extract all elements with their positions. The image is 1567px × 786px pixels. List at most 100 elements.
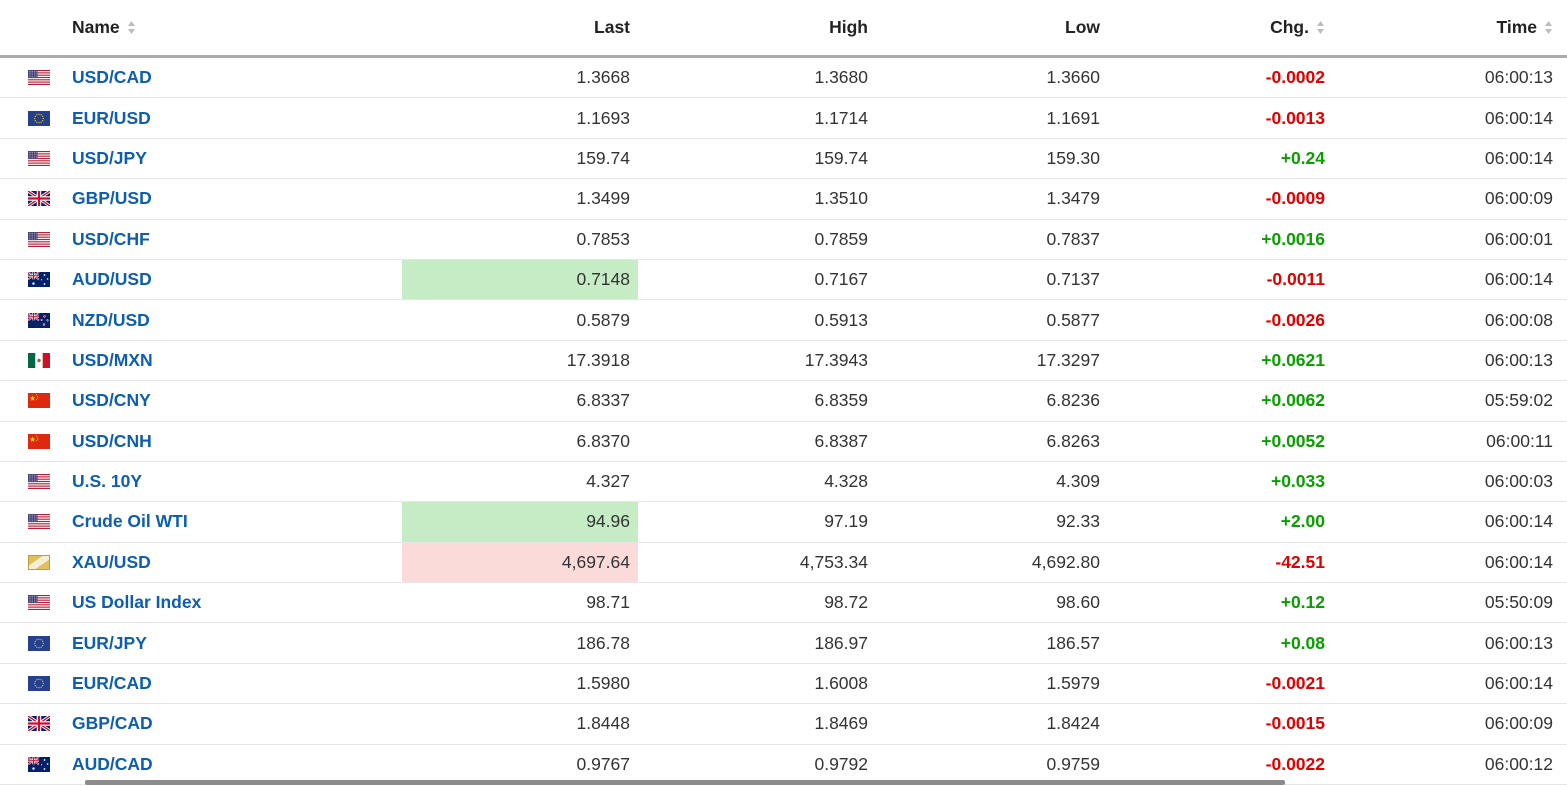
high-cell-value: 1.3510 bbox=[814, 188, 868, 209]
column-header-label: Time bbox=[1496, 17, 1537, 37]
flag-cn-icon bbox=[28, 433, 50, 449]
high-cell-value: 0.5913 bbox=[814, 309, 868, 330]
instrument-name-link[interactable]: EUR/USD bbox=[72, 107, 151, 128]
quote-row-eur-usd[interactable]: EUR/USD 1.1693 1.1714 1.1691 -0.0013 06:00:14 bbox=[0, 98, 1567, 139]
change-cell-value: +0.24 bbox=[1280, 147, 1325, 168]
time-cell: 05:50:09 bbox=[1333, 583, 1567, 622]
low-cell-value: 1.1691 bbox=[1046, 107, 1100, 128]
quote-row-usd-mxn[interactable]: USD/MXN 17.3918 17.3943 17.3297 +0.0621 06:00… bbox=[0, 340, 1567, 382]
time-value: 06:00:12 bbox=[1484, 753, 1553, 774]
quote-row-crude-oil-wti[interactable]: Crude Oil WTI 94.96 97.19 92.33 +2.00 06:00:1… bbox=[0, 502, 1567, 543]
name-cell: EUR/JPY bbox=[0, 623, 402, 662]
change-cell: -0.0015 bbox=[1108, 704, 1333, 743]
quote-row-usd-cnh[interactable]: USD/CNH 6.8370 6.8387 6.8263 +0.0052 06:00:11 bbox=[0, 421, 1567, 462]
time-value: 06:00:14 bbox=[1484, 107, 1553, 128]
change-cell-value: -0.0015 bbox=[1265, 713, 1325, 734]
instrument-name-link[interactable]: USD/CHF bbox=[72, 228, 150, 249]
instrument-name-link[interactable]: NZD/USD bbox=[72, 309, 150, 330]
last-cell-value: 0.7148 bbox=[576, 269, 630, 290]
quote-row-nzd-usd[interactable]: NZD/USD 0.5879 0.5913 0.5877 -0.0026 06:00:08 bbox=[0, 300, 1567, 341]
high-cell-value: 1.1714 bbox=[814, 107, 868, 128]
last-cell: 98.71 bbox=[402, 583, 638, 622]
instrument-name-link[interactable]: U.S. 10Y bbox=[72, 471, 143, 492]
low-cell: 1.1691 bbox=[876, 98, 1108, 137]
quote-row-eur-jpy[interactable]: EUR/JPY 186.78 186.97 186.57 +0.08 06:00:13 bbox=[0, 623, 1567, 664]
time-value: 06:00:14 bbox=[1484, 511, 1553, 532]
instrument-name-link[interactable]: GBP/CAD bbox=[72, 713, 153, 734]
low-cell-value: 4.309 bbox=[1056, 471, 1100, 492]
low-cell: 0.5877 bbox=[876, 300, 1108, 339]
change-cell-value: -0.0011 bbox=[1266, 269, 1325, 290]
high-cell: 0.5913 bbox=[638, 300, 876, 339]
time-value: 05:50:09 bbox=[1484, 592, 1553, 613]
column-header-name[interactable]: Name bbox=[0, 17, 402, 38]
change-cell-value: +0.033 bbox=[1270, 471, 1325, 492]
low-cell: 0.7837 bbox=[876, 220, 1108, 259]
high-cell-value: 0.9792 bbox=[814, 753, 868, 774]
name-cell: XAU/USD bbox=[0, 543, 402, 582]
low-cell: 186.57 bbox=[876, 623, 1108, 662]
time-cell: 06:00:14 bbox=[1333, 543, 1567, 582]
low-cell-value: 6.8263 bbox=[1046, 430, 1100, 451]
change-cell-value: +0.08 bbox=[1280, 632, 1325, 653]
time-value: 06:00:14 bbox=[1484, 269, 1553, 290]
high-cell: 1.3680 bbox=[638, 58, 876, 97]
last-cell-value: 0.5879 bbox=[576, 309, 630, 330]
name-cell: AUD/CAD bbox=[0, 745, 402, 784]
low-cell: 17.3297 bbox=[876, 341, 1108, 380]
column-header-time[interactable]: Time bbox=[1333, 17, 1567, 38]
low-cell: 0.7137 bbox=[876, 260, 1108, 299]
quote-row-aud-cad[interactable]: AUD/CAD 0.9767 0.9792 0.9759 -0.0022 06:00:12 bbox=[0, 744, 1567, 786]
quote-row-usd-jpy[interactable]: USD/JPY 159.74 159.74 159.30 +0.24 06:00:14 bbox=[0, 138, 1567, 180]
low-cell: 4,692.80 bbox=[876, 543, 1108, 582]
instrument-name-link[interactable]: USD/JPY bbox=[72, 147, 147, 168]
low-cell-value: 17.3297 bbox=[1036, 349, 1100, 370]
instrument-name-link[interactable]: Crude Oil WTI bbox=[72, 511, 188, 532]
quote-row-xau-usd[interactable]: XAU/USD 4,697.64 4,753.34 4,692.80 -42.51 06:… bbox=[0, 542, 1567, 584]
instrument-name-link[interactable]: EUR/JPY bbox=[72, 632, 147, 653]
instrument-name-link[interactable]: USD/CNY bbox=[72, 390, 151, 411]
change-cell-value: +0.0621 bbox=[1261, 349, 1325, 370]
instrument-name-link[interactable]: XAU/USD bbox=[72, 551, 151, 572]
instrument-name-link[interactable]: USD/CAD bbox=[72, 67, 152, 88]
instrument-name-link[interactable]: USD/CNH bbox=[72, 430, 152, 451]
high-cell-value: 4.328 bbox=[824, 471, 868, 492]
change-cell: -42.51 bbox=[1108, 543, 1333, 582]
instrument-name-link[interactable]: AUD/CAD bbox=[72, 753, 153, 774]
quote-row-u-s-10y[interactable]: U.S. 10Y 4.327 4.328 4.309 +0.033 06:00:03 bbox=[0, 461, 1567, 503]
instrument-name-link[interactable]: GBP/USD bbox=[72, 188, 152, 209]
instrument-name-link[interactable]: USD/MXN bbox=[72, 349, 153, 370]
last-cell-value: 186.78 bbox=[576, 632, 630, 653]
last-cell: 1.5980 bbox=[402, 664, 638, 703]
time-cell: 06:00:13 bbox=[1333, 341, 1567, 380]
last-cell: 1.3668 bbox=[402, 58, 638, 97]
instrument-name-link[interactable]: US Dollar Index bbox=[72, 592, 202, 613]
instrument-name-link[interactable]: AUD/USD bbox=[72, 269, 152, 290]
low-cell-value: 1.3479 bbox=[1046, 188, 1100, 209]
column-header-last: Last bbox=[402, 17, 638, 38]
quote-row-us-dollar-index[interactable]: US Dollar Index 98.71 98.72 98.60 +0.12 05:50… bbox=[0, 583, 1567, 624]
last-cell: 0.7853 bbox=[402, 220, 638, 259]
quote-row-eur-cad[interactable]: EUR/CAD 1.5980 1.6008 1.5979 -0.0021 06:00:14 bbox=[0, 663, 1567, 705]
quote-row-usd-chf[interactable]: USD/CHF 0.7853 0.7859 0.7837 +0.0016 06:00:01 bbox=[0, 219, 1567, 260]
quote-row-gbp-usd[interactable]: GBP/USD 1.3499 1.3510 1.3479 -0.0009 06:00:09 bbox=[0, 179, 1567, 220]
change-cell-value: -0.0009 bbox=[1265, 188, 1325, 209]
time-value: 06:00:01 bbox=[1484, 228, 1553, 249]
instrument-name-link[interactable]: EUR/CAD bbox=[72, 673, 152, 694]
horizontal-scrollbar-thumb[interactable] bbox=[85, 780, 1285, 786]
name-cell: AUD/USD bbox=[0, 260, 402, 299]
last-cell-value: 17.3918 bbox=[566, 349, 630, 370]
time-value: 06:00:13 bbox=[1484, 632, 1553, 653]
name-cell: USD/CHF bbox=[0, 220, 402, 259]
low-cell-value: 186.57 bbox=[1046, 632, 1100, 653]
high-cell-value: 6.8387 bbox=[814, 430, 868, 451]
quote-row-usd-cny[interactable]: USD/CNY 6.8337 6.8359 6.8236 +0.0062 05:59:02 bbox=[0, 381, 1567, 422]
quote-row-aud-usd[interactable]: AUD/USD 0.7148 0.7167 0.7137 -0.0011 06:00:14 bbox=[0, 259, 1567, 301]
quote-row-usd-cad[interactable]: USD/CAD 1.3668 1.3680 1.3660 -0.0002 06:00:13 bbox=[0, 58, 1567, 99]
quote-row-gbp-cad[interactable]: GBP/CAD 1.8448 1.8469 1.8424 -0.0015 06:00:09 bbox=[0, 704, 1567, 745]
column-header-chg[interactable]: Chg. bbox=[1108, 17, 1333, 38]
name-cell: USD/CAD bbox=[0, 58, 402, 97]
change-cell: +0.033 bbox=[1108, 462, 1333, 501]
time-cell: 06:00:14 bbox=[1333, 139, 1567, 178]
